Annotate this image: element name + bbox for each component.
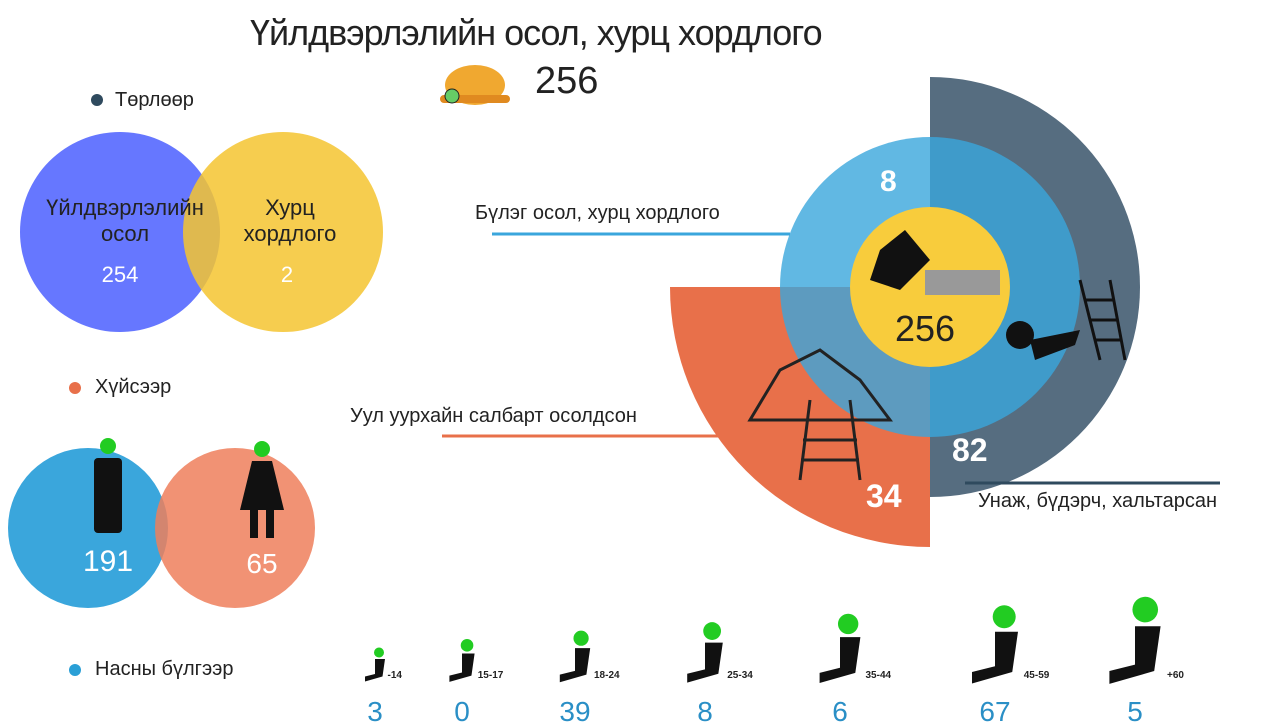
venn-circle bbox=[155, 448, 315, 608]
age-icon bbox=[838, 614, 858, 634]
age-value: 3 bbox=[335, 696, 415, 728]
age-icon bbox=[449, 654, 474, 682]
age-icon bbox=[820, 637, 861, 683]
age-value: 6 bbox=[800, 696, 880, 728]
gender-value: 65 bbox=[212, 548, 312, 580]
venn-circle bbox=[8, 448, 168, 608]
segment-label: Унаж, бүдэрч, хальтарсан bbox=[978, 490, 1217, 513]
person-head bbox=[100, 438, 116, 454]
gender-value: 191 bbox=[58, 545, 158, 579]
age-label: 35-44 bbox=[866, 670, 892, 681]
age-icon bbox=[461, 639, 474, 652]
section-label: Хүйсээр bbox=[95, 376, 171, 399]
segment-value: 8 bbox=[880, 165, 897, 199]
segment-value: 82 bbox=[952, 432, 988, 469]
segment-value: 34 bbox=[866, 478, 902, 515]
infographic: Үйлдвэрлэлийн осол, хурц хордлого 256 Тө… bbox=[0, 0, 1262, 728]
title: Үйлдвэрлэлийн осол, хурц хордлого bbox=[250, 12, 822, 54]
age-label: 15-17 bbox=[478, 670, 504, 681]
legend-dot bbox=[69, 382, 81, 394]
gear-icon bbox=[925, 270, 1000, 295]
age-value: 0 bbox=[422, 696, 502, 728]
section-label: Насны бүлгээр bbox=[95, 658, 234, 681]
age-icon bbox=[1109, 626, 1160, 684]
set-name: Хурц хордлого bbox=[230, 195, 350, 247]
segment-label: Уул уурхайн салбарт осолдсон bbox=[350, 405, 637, 428]
age-label: +60 bbox=[1167, 670, 1184, 681]
age-label: 45-59 bbox=[1024, 670, 1050, 681]
age-icon bbox=[993, 605, 1016, 628]
legend-dot bbox=[91, 94, 103, 106]
age-icon bbox=[1132, 597, 1158, 623]
legend-dot bbox=[69, 664, 81, 676]
age-icon bbox=[573, 631, 588, 646]
center-value: 256 bbox=[895, 308, 955, 350]
segment-label: Бүлэг осол, хурц хордлого bbox=[475, 202, 720, 225]
set-value: 2 bbox=[237, 262, 337, 288]
age-label: 18-24 bbox=[594, 670, 620, 681]
age-value: 67 bbox=[955, 696, 1035, 728]
age-label: 25-34 bbox=[727, 670, 753, 681]
age-value: 5 bbox=[1095, 696, 1175, 728]
man-icon bbox=[94, 458, 122, 533]
age-icon bbox=[687, 643, 723, 683]
falling-person bbox=[1006, 321, 1034, 349]
set-name: Үйлдвэрлэлийн осол bbox=[20, 195, 230, 247]
helmet-lamp bbox=[445, 89, 459, 103]
age-value: 39 bbox=[535, 696, 615, 728]
age-value: 8 bbox=[665, 696, 745, 728]
age-icon bbox=[560, 648, 590, 682]
person-head bbox=[254, 441, 270, 457]
age-icon bbox=[374, 648, 384, 658]
age-label: -14 bbox=[388, 670, 402, 681]
set-value: 254 bbox=[70, 262, 170, 288]
age-icon bbox=[365, 659, 385, 682]
total: 256 bbox=[535, 60, 598, 103]
age-icon bbox=[972, 632, 1018, 684]
section-label: Төрлөөр bbox=[115, 89, 194, 112]
age-icon bbox=[703, 622, 721, 640]
